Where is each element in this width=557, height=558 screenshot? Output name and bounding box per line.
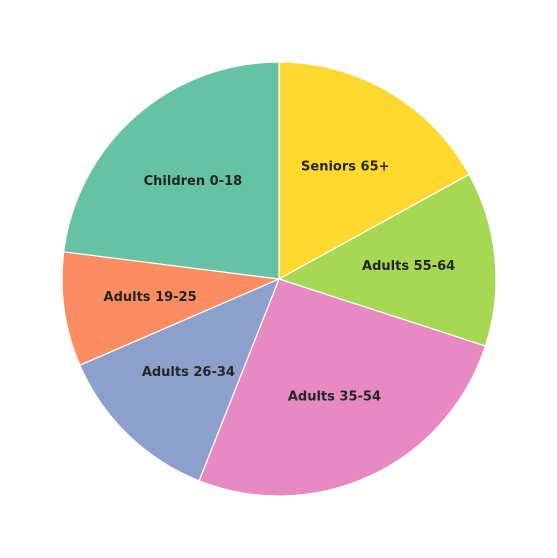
slices-layer bbox=[61, 61, 497, 497]
slice-label: Adults 26-34 bbox=[142, 365, 235, 380]
pie-slice-adults-19-25 bbox=[61, 251, 280, 366]
slice-label: Adults 19-25 bbox=[104, 290, 197, 305]
labels-layer: Seniors 65+ Adults 55-64 Adults 35-54 Adult… bbox=[104, 159, 456, 404]
pie-slice-children-0-18 bbox=[63, 61, 280, 280]
pie-slice-seniors-65 bbox=[278, 61, 470, 280]
slice-label: Adults 35-54 bbox=[288, 389, 381, 404]
slice-label: Seniors 65+ bbox=[301, 159, 389, 174]
pie-slice-adults-55-64 bbox=[278, 173, 497, 347]
slice-label: Adults 55-64 bbox=[362, 259, 455, 274]
pie-slice-adults-35-54 bbox=[198, 278, 486, 497]
slice-label: Children 0-18 bbox=[144, 174, 243, 189]
pie-slice-adults-26-34 bbox=[79, 278, 280, 482]
